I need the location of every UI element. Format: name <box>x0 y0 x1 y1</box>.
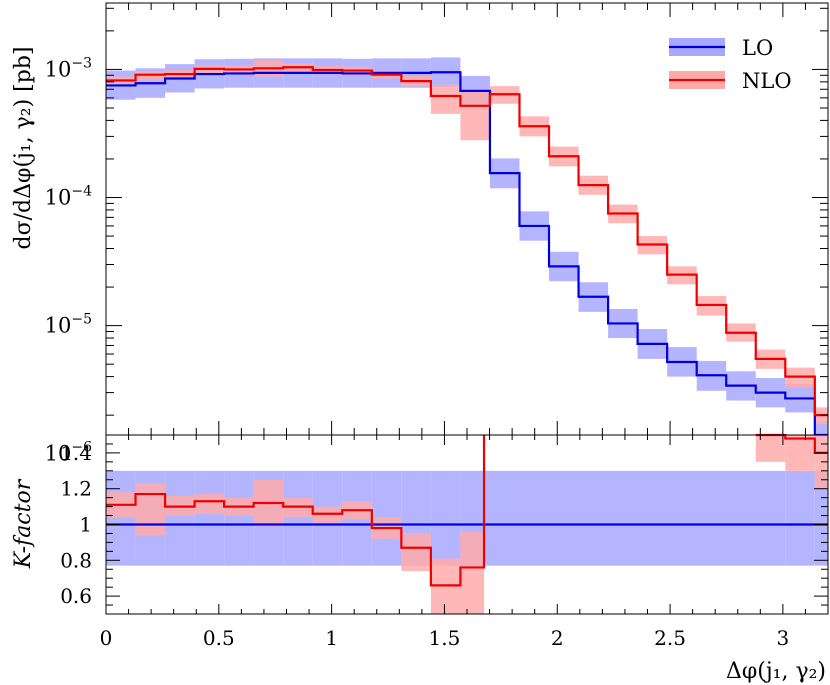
ratio-y-tick-label: 0.8 <box>60 548 92 572</box>
lo-ratio-band-bin <box>785 470 815 566</box>
x-tick-label: 0.5 <box>203 626 235 650</box>
x-tick-label: 3 <box>777 626 790 650</box>
nlo-ratio-band-bin <box>460 531 485 614</box>
nlo-ratio-band-bin <box>401 533 431 572</box>
axis-ticks <box>105 3 829 615</box>
main-panel-lines <box>106 66 828 437</box>
ratio-y-tick-label: 1.4 <box>60 441 92 465</box>
nlo-main-line <box>106 66 828 417</box>
nlo-ratio-band-bin <box>194 494 225 514</box>
main-panel-bands <box>106 57 828 435</box>
nlo-main-band-bin <box>135 71 166 81</box>
nlo-ratio-line <box>106 435 486 587</box>
ratio-y-tick-label: 1 <box>79 513 92 537</box>
legend-nlo-label: NLO <box>742 69 792 93</box>
lo-ratio-band-bin <box>165 470 195 566</box>
nlo-ratio-tail-band-bin <box>785 435 815 471</box>
lo-ratio-band-bin <box>106 470 136 566</box>
lo-ratio-band-bin <box>484 470 786 566</box>
lo-ratio-band-bin <box>430 470 461 566</box>
nlo-main-band-bin <box>430 84 461 114</box>
lo-ratio-band-bin <box>283 470 313 566</box>
lo-main-line <box>106 71 828 437</box>
main-y-tick-label: 10−4 <box>45 184 92 210</box>
lo-ratio-band-bin <box>194 470 225 566</box>
lo-main-band-bin <box>814 421 828 435</box>
lo-ratio-band-bin <box>224 470 254 566</box>
main-y-tick-label: 10−6 <box>45 440 92 466</box>
ratio-y-tick-label: 0.6 <box>60 584 92 608</box>
ratio-y-axis-label: K-factor <box>11 478 36 569</box>
x-axis-label: Δφ(j₁, γ₂) <box>726 659 826 684</box>
x-tick-label: 2.5 <box>654 626 686 650</box>
x-tick-label: 0 <box>100 626 113 650</box>
ratio-y-tick-label: 1.2 <box>60 477 92 501</box>
x-tick-label: 2 <box>551 626 564 650</box>
main-y-axis-label: dσ/dΔφ(j₁, γ₂) [pb] <box>11 47 36 250</box>
x-tick-label: 1 <box>325 626 338 650</box>
main-y-tick-label: 10−5 <box>45 312 92 338</box>
nlo-ratio-band-bin <box>135 483 166 536</box>
axis-tick-labels: 0 0.5 1 1.5 2 2.5 3 10−3 10−4 10−5 10−6 0.6 0.8 1 1.2 1… <box>45 55 790 650</box>
x-tick-label: 1.5 <box>429 626 461 650</box>
nlo-main-band-bin <box>460 90 490 141</box>
legend: LO NLO <box>669 36 792 93</box>
ratio-panel-bands <box>106 435 828 614</box>
main-y-tick-label: 10−3 <box>45 55 92 81</box>
legend-lo-label: LO <box>742 36 773 60</box>
